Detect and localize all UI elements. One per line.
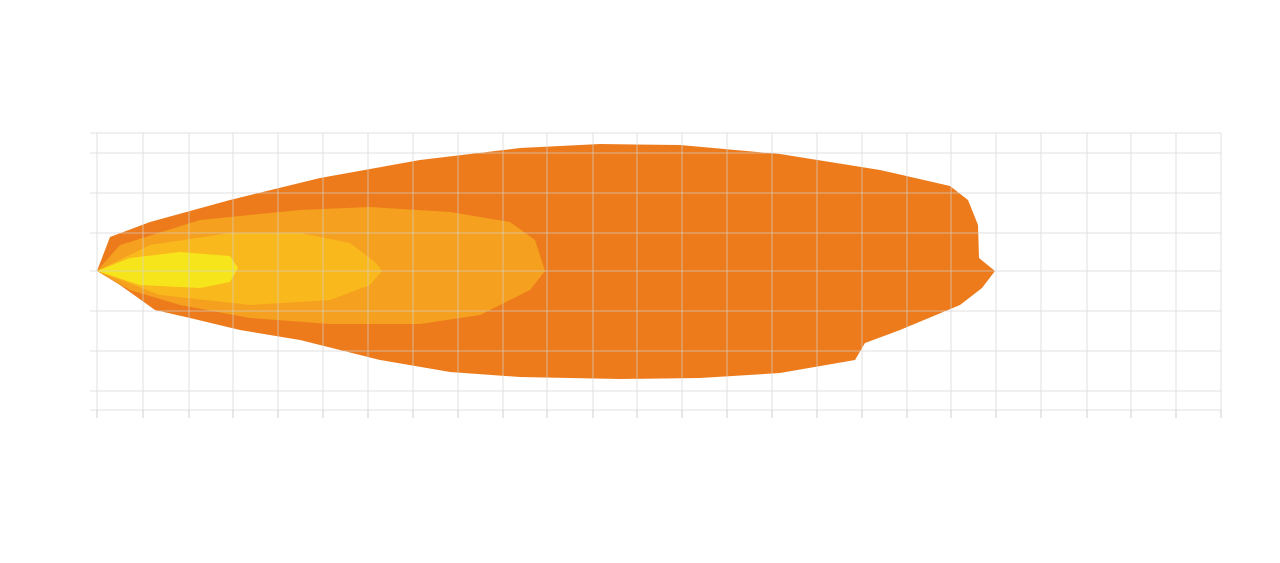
beam-inner (97, 233, 382, 305)
beam-core (97, 252, 238, 288)
